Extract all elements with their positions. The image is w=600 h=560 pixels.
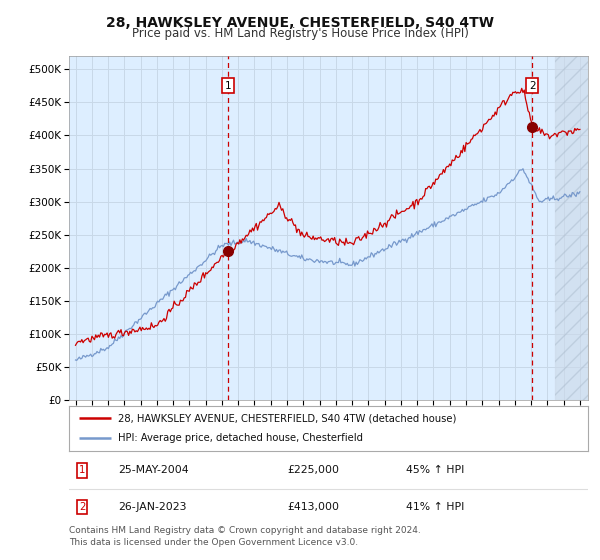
Polygon shape: [556, 56, 588, 400]
Text: 45% ↑ HPI: 45% ↑ HPI: [406, 465, 465, 475]
Text: Price paid vs. HM Land Registry's House Price Index (HPI): Price paid vs. HM Land Registry's House …: [131, 27, 469, 40]
Text: 2: 2: [79, 502, 85, 512]
Text: 26-JAN-2023: 26-JAN-2023: [118, 502, 187, 512]
Text: HPI: Average price, detached house, Chesterfield: HPI: Average price, detached house, Ches…: [118, 433, 364, 444]
Text: 25-MAY-2004: 25-MAY-2004: [118, 465, 189, 475]
Text: 41% ↑ HPI: 41% ↑ HPI: [406, 502, 465, 512]
Text: Contains HM Land Registry data © Crown copyright and database right 2024.
This d: Contains HM Land Registry data © Crown c…: [69, 526, 421, 547]
Text: £413,000: £413,000: [287, 502, 339, 512]
Text: 28, HAWKSLEY AVENUE, CHESTERFIELD, S40 4TW (detached house): 28, HAWKSLEY AVENUE, CHESTERFIELD, S40 4…: [118, 413, 457, 423]
Text: 1: 1: [225, 81, 232, 91]
Text: £225,000: £225,000: [287, 465, 339, 475]
Text: 2: 2: [529, 81, 536, 91]
Text: 28, HAWKSLEY AVENUE, CHESTERFIELD, S40 4TW: 28, HAWKSLEY AVENUE, CHESTERFIELD, S40 4…: [106, 16, 494, 30]
Text: 1: 1: [79, 465, 85, 475]
